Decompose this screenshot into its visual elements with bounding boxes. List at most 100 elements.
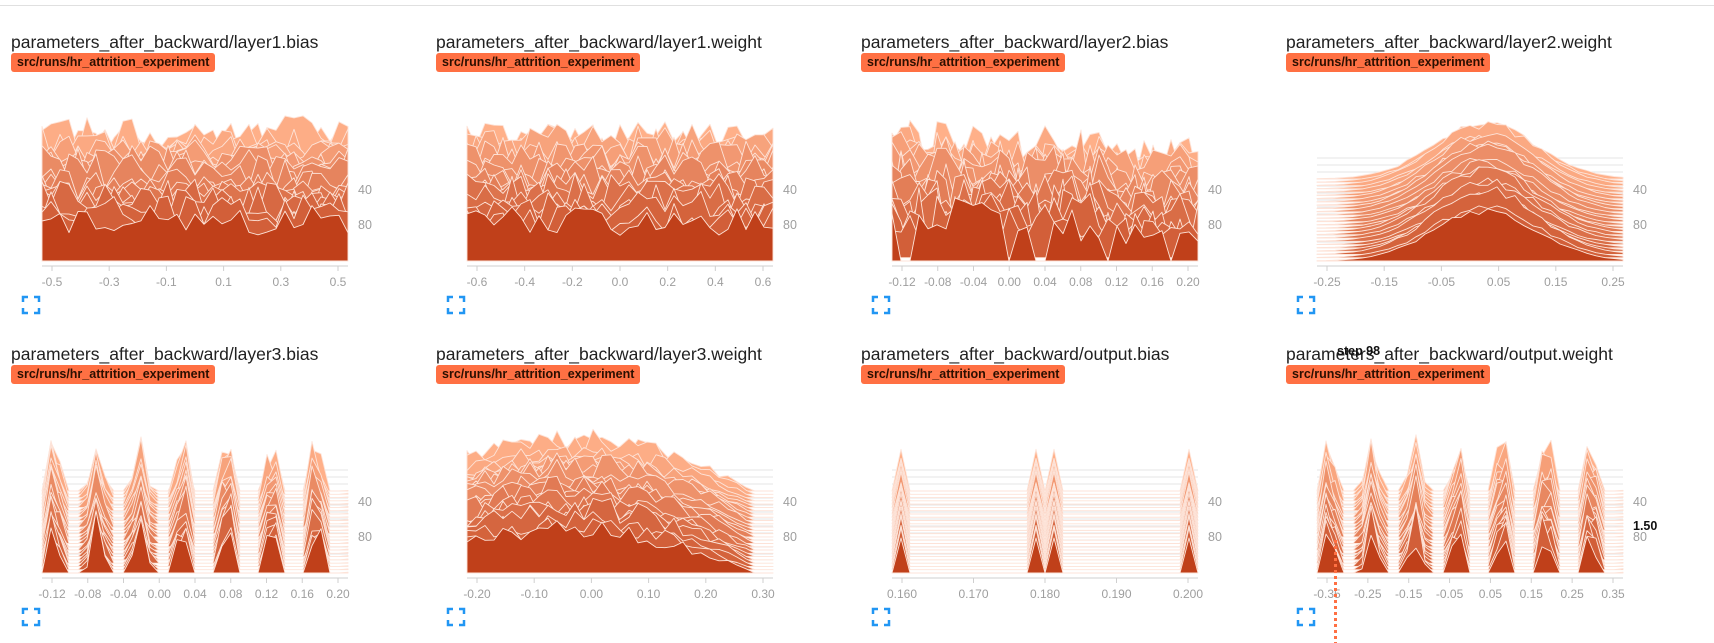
histogram-slice	[891, 502, 1199, 548]
y-tick-label: 80	[783, 530, 797, 544]
histogram-slice	[891, 527, 1199, 571]
histogram-chart: -0.20 -0.10 0.00 0.10 0.20 0.30 40 80	[463, 428, 797, 601]
x-tick-label: 0.35	[1601, 587, 1625, 601]
x-tick-label: 0.08	[1069, 275, 1093, 289]
histogram-chart: -0.25 -0.15 -0.05 0.05 0.15 0.25 40 80	[1313, 121, 1647, 289]
x-tick-label: -0.15	[1395, 587, 1423, 601]
x-tick-label: -0.10	[521, 587, 549, 601]
fullscreen-icon[interactable]	[871, 607, 891, 627]
y-tick-label: 80	[358, 218, 372, 232]
histogram-slice	[1316, 208, 1624, 262]
x-tick-label: 0.160	[887, 587, 917, 601]
fullscreen-icon[interactable]	[1296, 607, 1316, 627]
histogram-chart: -0.6 -0.4 -0.2 0.0 0.2 0.4 0.6 40 80	[466, 121, 797, 289]
top-divider	[0, 5, 1714, 6]
x-tick-label: 0.00	[998, 275, 1022, 289]
histogram-slice	[891, 457, 1199, 495]
x-tick-label: 0.0	[612, 275, 629, 289]
x-tick-label: 0.20	[694, 587, 718, 601]
x-tick-label: 0.20	[326, 587, 350, 601]
x-tick-label: -0.1	[156, 275, 177, 289]
fullscreen-icon[interactable]	[871, 295, 891, 315]
fullscreen-icon[interactable]	[21, 295, 41, 315]
run-tag-badge: src/runs/hr_attrition_experiment	[11, 53, 216, 72]
histogram-card: parameters_after_backward/layer2.weight s…	[1275, 8, 1695, 315]
y-tick-label: 40	[358, 495, 372, 509]
run-tag-badge: src/runs/hr_attrition_experiment	[1286, 365, 1491, 384]
card-title: parameters_after_backward/layer2.weight	[1286, 32, 1612, 52]
histogram-slice	[41, 205, 349, 262]
x-tick-label: 0.190	[1101, 587, 1131, 601]
x-tick-label: 0.05	[1479, 587, 1503, 601]
x-tick-label: 0.04	[183, 587, 207, 601]
y-tick-label: 40	[1633, 495, 1647, 509]
histogram-slice	[891, 448, 1199, 492]
fullscreen-icon[interactable]	[446, 295, 466, 315]
x-tick-label: 0.25	[1560, 587, 1584, 601]
histogram-slice	[891, 516, 1199, 561]
x-tick-label: 0.2	[659, 275, 676, 289]
histogram-slice	[891, 499, 1199, 541]
x-tick-label: -0.25	[1313, 275, 1341, 289]
y-tick-label: 40	[358, 183, 372, 197]
histogram-chart: -0.12 -0.08 -0.04 0.00 0.04 0.08 0.12 0.16 0.20 4…	[888, 119, 1222, 289]
x-tick-label: 0.08	[219, 587, 243, 601]
x-tick-label: 0.00	[580, 587, 604, 601]
x-tick-label: -0.20	[463, 587, 491, 601]
y-tick-label: 40	[783, 183, 797, 197]
histogram-slice	[891, 482, 1199, 528]
x-tick-label: 0.170	[958, 587, 988, 601]
fullscreen-icon[interactable]	[1296, 295, 1316, 315]
card-title: parameters_after_backward/output.weight	[1286, 344, 1613, 364]
histogram-chart: -0.5 -0.3 -0.1 0.1 0.3 0.5 40 80	[41, 115, 372, 289]
hover-guide-line	[1334, 540, 1337, 643]
x-tick-label: -0.4	[514, 275, 535, 289]
x-tick-label: 0.00	[148, 587, 172, 601]
histogram-slice	[891, 493, 1199, 538]
hover-step-label: step 98	[1337, 344, 1381, 358]
histogram-chart: 0.160 0.170 0.180 0.190 0.200 40 80	[887, 448, 1222, 601]
histogram-card: parameters_after_backward/layer2.bias src…	[850, 8, 1270, 315]
card-title: parameters_after_backward/output.bias	[861, 344, 1170, 364]
x-tick-label: 0.5	[330, 275, 347, 289]
x-tick-label: 0.1	[215, 275, 232, 289]
x-tick-label: 0.180	[1030, 587, 1060, 601]
histogram-slice	[891, 524, 1199, 564]
card-title: parameters_after_backward/layer3.bias	[11, 344, 319, 364]
x-tick-label: 0.16	[291, 587, 315, 601]
fullscreen-icon[interactable]	[446, 607, 466, 627]
card-title: parameters_after_backward/layer1.weight	[436, 32, 762, 52]
x-tick-label: 0.16	[1141, 275, 1165, 289]
histogram-card: parameters_after_backward/layer1.weight s…	[425, 8, 845, 315]
x-tick-label: 0.20	[1176, 275, 1200, 289]
card-title: parameters_after_backward/layer2.bias	[861, 32, 1169, 52]
y-tick-label: 80	[783, 218, 797, 232]
histogram-card: parameters_after_backward/output.bias src…	[850, 320, 1270, 627]
x-tick-label: 0.3	[272, 275, 289, 289]
x-tick-label: -0.3	[99, 275, 120, 289]
x-tick-label: 0.10	[637, 587, 661, 601]
histogram-card: parameters_after_backward/layer3.weight s…	[425, 320, 845, 627]
histogram-slice	[891, 537, 1199, 574]
x-tick-label: 0.12	[255, 587, 279, 601]
x-tick-label: 0.15	[1520, 587, 1544, 601]
x-tick-label: 0.6	[755, 275, 772, 289]
run-tag-badge: src/runs/hr_attrition_experiment	[436, 365, 641, 384]
y-tick-label: 80	[1633, 530, 1647, 544]
hover-value-label: 1.50	[1633, 519, 1658, 533]
fullscreen-icon[interactable]	[21, 607, 41, 627]
x-tick-label: 0.200	[1173, 587, 1203, 601]
histogram-slice	[891, 482, 1199, 518]
x-tick-label: -0.25	[1354, 587, 1382, 601]
y-tick-label: 40	[783, 495, 797, 509]
x-tick-label: -0.2	[562, 275, 583, 289]
histogram-slice	[1316, 533, 1624, 574]
run-tag-badge: src/runs/hr_attrition_experiment	[861, 53, 1066, 72]
histogram-slice	[891, 463, 1199, 505]
histogram-slice	[466, 520, 774, 574]
histogram-slice	[41, 451, 349, 508]
histogram-slice	[891, 513, 1199, 554]
x-tick-label: -0.05	[1436, 587, 1464, 601]
x-tick-label: -0.05	[1428, 275, 1456, 289]
histogram-slice	[466, 206, 774, 262]
